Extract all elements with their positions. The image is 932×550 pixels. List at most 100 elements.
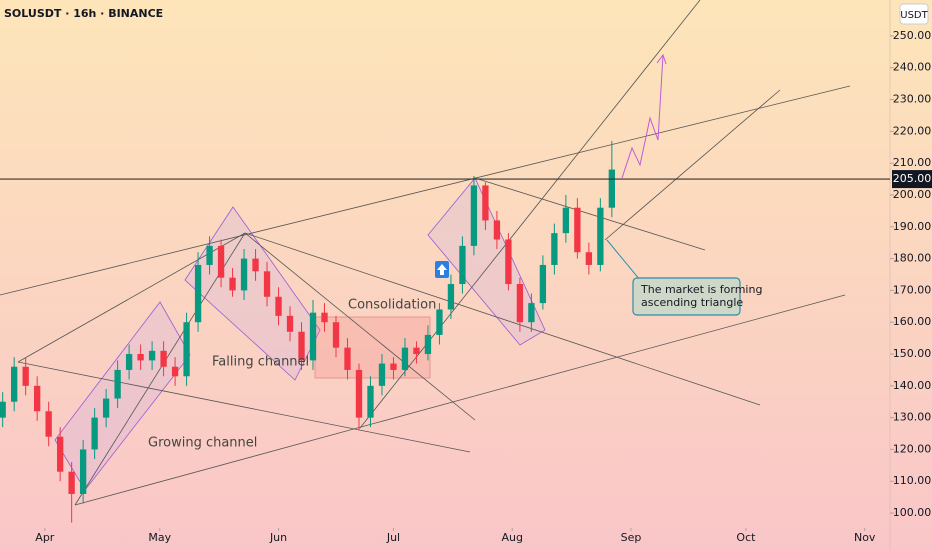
candle-body bbox=[413, 347, 420, 355]
candle-body bbox=[79, 449, 87, 494]
candle-body bbox=[470, 185, 478, 246]
candle-body bbox=[114, 369, 121, 399]
y-tick-label: 130.00 bbox=[893, 411, 932, 424]
candle-body bbox=[217, 245, 225, 278]
candle-body bbox=[0, 401, 6, 418]
candle-body bbox=[102, 398, 110, 418]
y-tick-label: 230.00 bbox=[893, 93, 932, 106]
x-tick-label: Jun bbox=[269, 531, 287, 544]
x-tick-label: Oct bbox=[736, 531, 756, 544]
candle-body bbox=[11, 366, 18, 402]
candle-body bbox=[516, 284, 524, 323]
trendline bbox=[244, 232, 476, 421]
x-tick-label: Aug bbox=[501, 531, 522, 544]
candle-body bbox=[344, 347, 351, 370]
y-tick-label: 250.00 bbox=[893, 29, 932, 42]
y-tick-label: 210.00 bbox=[893, 156, 932, 169]
x-tick-label: Apr bbox=[35, 531, 55, 544]
candle-body bbox=[183, 322, 190, 377]
y-tick-label: 150.00 bbox=[893, 347, 932, 360]
unit-box bbox=[899, 3, 929, 25]
signal-arrow bbox=[437, 264, 447, 275]
callout-box bbox=[632, 277, 741, 316]
candle-body bbox=[194, 264, 202, 323]
candle-body bbox=[378, 363, 386, 386]
plot bbox=[0, 140, 616, 523]
candle-body bbox=[390, 363, 397, 370]
candle-body bbox=[459, 245, 466, 285]
candle-body bbox=[125, 354, 133, 370]
y-tick-label: 240.00 bbox=[893, 61, 932, 74]
annotation: Consolidation bbox=[348, 298, 436, 313]
candle-body bbox=[321, 312, 328, 323]
candle-body bbox=[45, 411, 52, 437]
annotation: Growing channel bbox=[148, 436, 257, 451]
y-tick-label: 170.00 bbox=[893, 283, 932, 296]
candle-body bbox=[286, 315, 294, 332]
candle-body bbox=[482, 185, 489, 221]
candle-body bbox=[355, 369, 363, 418]
callout-text: ascending triangle bbox=[641, 296, 743, 309]
y-tick-label: 200.00 bbox=[893, 188, 932, 201]
y-tick-label: 220.00 bbox=[893, 124, 932, 137]
projection-path bbox=[621, 54, 664, 179]
y-tick-label: 110.00 bbox=[893, 474, 932, 487]
candle-body bbox=[56, 436, 64, 472]
y-unit: USDT bbox=[900, 10, 928, 21]
candle-body bbox=[401, 347, 409, 370]
y-tick-label: 160.00 bbox=[893, 315, 932, 328]
candle-body bbox=[551, 233, 558, 265]
y-tick-label: 100.00 bbox=[893, 506, 932, 519]
trendline bbox=[0, 85, 851, 296]
candle-body bbox=[436, 309, 443, 335]
trendline bbox=[244, 232, 761, 406]
candle-body bbox=[309, 312, 317, 361]
callout-pointer bbox=[606, 239, 641, 281]
candle-body bbox=[160, 350, 167, 367]
candle-body bbox=[539, 264, 547, 304]
candle-body bbox=[447, 284, 455, 310]
trendline bbox=[74, 232, 246, 506]
projection-arrowhead bbox=[656, 53, 667, 65]
callout-text: The market is forming bbox=[640, 283, 762, 296]
candle-body bbox=[91, 417, 98, 450]
candle-body bbox=[597, 207, 604, 265]
y-tick-label: 140.00 bbox=[893, 379, 932, 392]
candle-body bbox=[424, 334, 432, 355]
candle-body bbox=[367, 385, 374, 418]
chart-title: SOLUSDT · 16h · BINANCE bbox=[4, 7, 163, 20]
candle-body bbox=[275, 296, 282, 316]
candle-body bbox=[252, 258, 259, 272]
channel-shape bbox=[427, 177, 546, 346]
annotation: Falling channel bbox=[212, 355, 309, 370]
y-tick-label: 180.00 bbox=[893, 252, 932, 265]
candle-body bbox=[148, 350, 156, 361]
level-label: 205.00 bbox=[893, 172, 932, 185]
candle-body bbox=[263, 271, 271, 297]
candle-body bbox=[528, 303, 535, 323]
candle-body bbox=[206, 245, 213, 265]
trendline bbox=[17, 361, 471, 453]
candle-body bbox=[574, 207, 581, 253]
candle-body bbox=[137, 354, 144, 361]
y-tick-label: 190.00 bbox=[893, 220, 932, 233]
candle-body bbox=[34, 385, 41, 412]
candle-body bbox=[22, 366, 29, 386]
candle-body bbox=[585, 252, 593, 265]
x-tick-label: Jul bbox=[386, 531, 400, 544]
candle-body bbox=[240, 258, 248, 291]
candle-body bbox=[332, 322, 340, 348]
candle-body bbox=[562, 207, 570, 234]
consolidation-box bbox=[314, 316, 431, 379]
candle-body bbox=[608, 169, 616, 208]
channel-shape bbox=[54, 301, 191, 491]
x-tick-label: Sep bbox=[621, 531, 642, 544]
candle-body bbox=[493, 220, 501, 240]
level-label-box bbox=[892, 170, 932, 189]
trendline bbox=[74, 294, 846, 506]
trendline bbox=[604, 89, 781, 241]
candle-body bbox=[505, 239, 512, 285]
candle-body bbox=[68, 471, 75, 494]
